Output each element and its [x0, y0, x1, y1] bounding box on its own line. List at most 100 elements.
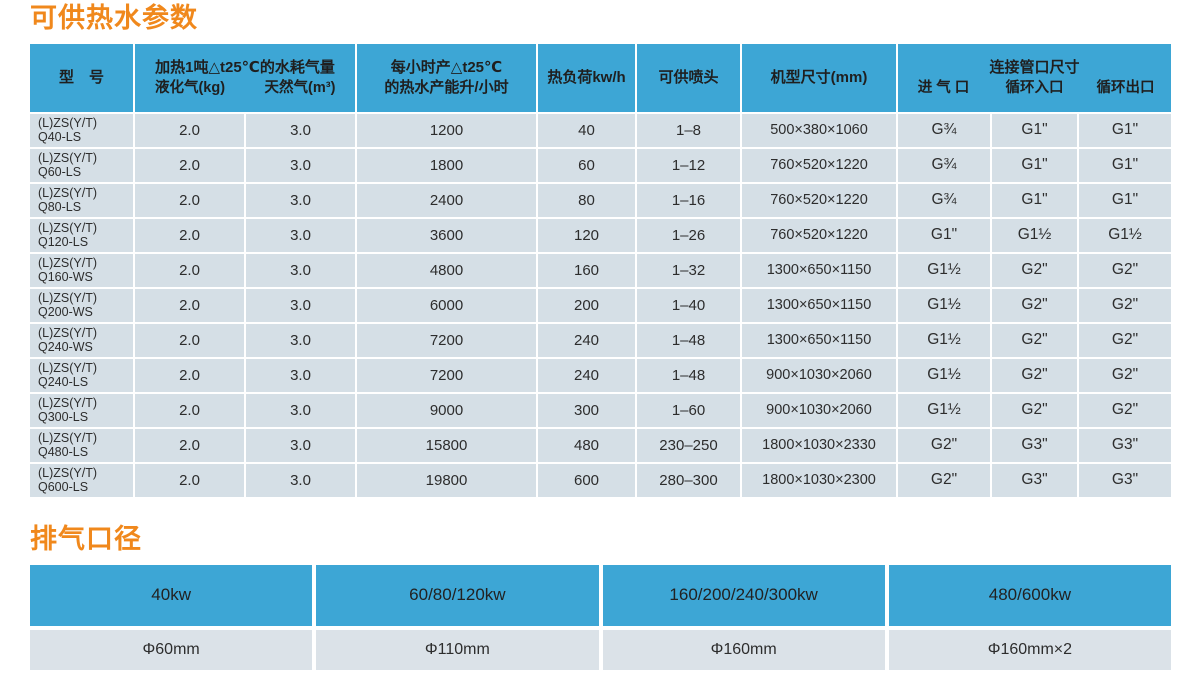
dimensions-cell: 500×380×1060: [742, 113, 896, 147]
lpg-consumption-cell: 2.0: [135, 288, 244, 322]
natural-gas-consumption-cell: 3.0: [246, 428, 355, 462]
natural-gas-consumption-cell: 3.0: [246, 288, 355, 322]
nozzles-cell: 1–60: [637, 393, 740, 427]
hourly-capacity-cell: 2400: [357, 183, 536, 217]
header-natural-gas: 天然气(m³): [264, 80, 336, 97]
model-cell: (L)ZS(Y/T) Q40-LS: [30, 113, 133, 147]
natural-gas-consumption-cell: 3.0: [246, 148, 355, 182]
heat-load-cell: 80: [538, 183, 635, 217]
exhaust-diameter-title: 排气口径: [30, 523, 142, 554]
circulation-outlet-cell: G2": [1079, 253, 1171, 287]
header-port-size-group: 连接管口尺寸 进 气 口 循环入口 循环出口: [898, 43, 1171, 112]
header-gas-group-title: 加热1吨△t25℃的水耗气量: [155, 58, 335, 76]
model-series: (L)ZS(Y/T): [38, 395, 98, 410]
gas-inlet-cell: G2": [898, 428, 990, 462]
circulation-inlet-cell: G2": [992, 358, 1077, 392]
model-number: Q200-WS: [38, 305, 93, 320]
model-cell: (L)ZS(Y/T) Q300-LS: [30, 393, 133, 427]
natural-gas-consumption-cell: 3.0: [246, 183, 355, 217]
model-number: Q160-WS: [38, 270, 93, 285]
natural-gas-consumption-cell: 3.0: [246, 463, 355, 497]
nozzles-cell: 1–26: [637, 218, 740, 252]
gas-inlet-cell: G2": [898, 463, 990, 497]
gas-inlet-cell: G¾: [898, 183, 990, 217]
page: 可供热水参数 型 号 加热1吨△t25℃的水耗气量 液化气(kg) 天然气(m³…: [30, 3, 1171, 670]
model-number: Q240-LS: [38, 375, 89, 390]
model-number: Q60-LS: [38, 165, 82, 180]
lpg-consumption-cell: 2.0: [135, 358, 244, 392]
header-ports-subcolumns: 进 气 口 循环入口 循环出口: [898, 79, 1171, 98]
heat-load-cell: 200: [538, 288, 635, 322]
exhaust-power-header: 40kw: [30, 564, 313, 626]
hot-water-parameters-title: 可供热水参数: [30, 3, 198, 33]
hourly-capacity-cell: 6000: [357, 288, 536, 322]
nozzles-cell: 1–12: [637, 148, 740, 182]
model-number: Q80-LS: [38, 200, 82, 215]
header-hourly-capacity: 每小时产△t25℃ 的热水产能升/小时: [357, 43, 536, 112]
header-capacity-line1: 每小时产△t25℃: [390, 59, 503, 77]
circulation-inlet-cell: G3": [992, 463, 1077, 497]
header-gas-inlet: 进 气 口: [917, 80, 970, 97]
circulation-inlet-cell: G2": [992, 323, 1077, 357]
natural-gas-consumption-cell: 3.0: [246, 358, 355, 392]
natural-gas-consumption-cell: 3.0: [246, 218, 355, 252]
exhaust-diameter-table: 40kw 60/80/120kw 160/200/240/300kw 480/6…: [30, 564, 1171, 670]
dimensions-cell: 900×1030×2060: [742, 358, 896, 392]
circulation-inlet-cell: G1": [992, 148, 1077, 182]
header-machine-dimensions: 机型尺寸(mm): [742, 43, 896, 112]
hourly-capacity-cell: 7200: [357, 323, 536, 357]
header-gas-consumption-group: 加热1吨△t25℃的水耗气量 液化气(kg) 天然气(m³): [135, 43, 355, 112]
circulation-inlet-cell: G2": [992, 253, 1077, 287]
circulation-outlet-cell: G3": [1079, 463, 1171, 497]
header-heat-load: 热负荷kw/h: [538, 43, 635, 112]
circulation-outlet-cell: G1½: [1079, 218, 1171, 252]
nozzles-cell: 1–48: [637, 323, 740, 357]
circulation-outlet-cell: G3": [1079, 428, 1171, 462]
lpg-consumption-cell: 2.0: [135, 218, 244, 252]
exhaust-diameter-value: Φ160mm×2: [888, 629, 1171, 670]
hourly-capacity-cell: 3600: [357, 218, 536, 252]
lpg-consumption-cell: 2.0: [135, 253, 244, 287]
hourly-capacity-cell: 7200: [357, 358, 536, 392]
model-cell: (L)ZS(Y/T) Q120-LS: [30, 218, 133, 252]
lpg-consumption-cell: 2.0: [135, 463, 244, 497]
model-series: (L)ZS(Y/T): [38, 185, 98, 200]
nozzles-cell: 1–32: [637, 253, 740, 287]
nozzles-cell: 1–40: [637, 288, 740, 322]
gas-inlet-cell: G1½: [898, 288, 990, 322]
model-series: (L)ZS(Y/T): [38, 360, 98, 375]
lpg-consumption-cell: 2.0: [135, 148, 244, 182]
circulation-outlet-cell: G2": [1079, 288, 1171, 322]
circulation-outlet-cell: G1": [1079, 183, 1171, 217]
model-series: (L)ZS(Y/T): [38, 115, 98, 130]
dimensions-cell: 760×520×1220: [742, 218, 896, 252]
hourly-capacity-cell: 4800: [357, 253, 536, 287]
dimensions-cell: 760×520×1220: [742, 183, 896, 217]
gas-inlet-cell: G1½: [898, 323, 990, 357]
hot-water-spec-table: 型 号 加热1吨△t25℃的水耗气量 液化气(kg) 天然气(m³) 每小时产△…: [30, 43, 1171, 497]
nozzles-cell: 280–300: [637, 463, 740, 497]
lpg-consumption-cell: 2.0: [135, 393, 244, 427]
hourly-capacity-cell: 9000: [357, 393, 536, 427]
natural-gas-consumption-cell: 3.0: [246, 113, 355, 147]
model-number: Q480-LS: [38, 445, 89, 460]
model-cell: (L)ZS(Y/T) Q240-WS: [30, 323, 133, 357]
exhaust-power-header: 60/80/120kw: [316, 564, 599, 626]
hourly-capacity-cell: 19800: [357, 463, 536, 497]
heat-load-cell: 480: [538, 428, 635, 462]
header-circulation-inlet: 循环入口: [1005, 80, 1064, 97]
circulation-outlet-cell: G1": [1079, 113, 1171, 147]
gas-inlet-cell: G1½: [898, 358, 990, 392]
circulation-inlet-cell: G1½: [992, 218, 1077, 252]
heat-load-cell: 40: [538, 113, 635, 147]
model-cell: (L)ZS(Y/T) Q80-LS: [30, 183, 133, 217]
lpg-consumption-cell: 2.0: [135, 183, 244, 217]
heat-load-cell: 240: [538, 323, 635, 357]
model-series: (L)ZS(Y/T): [38, 255, 98, 270]
nozzles-cell: 1–8: [637, 113, 740, 147]
natural-gas-consumption-cell: 3.0: [246, 393, 355, 427]
heat-load-cell: 240: [538, 358, 635, 392]
circulation-inlet-cell: G2": [992, 288, 1077, 322]
circulation-inlet-cell: G2": [992, 393, 1077, 427]
hourly-capacity-cell: 1200: [357, 113, 536, 147]
